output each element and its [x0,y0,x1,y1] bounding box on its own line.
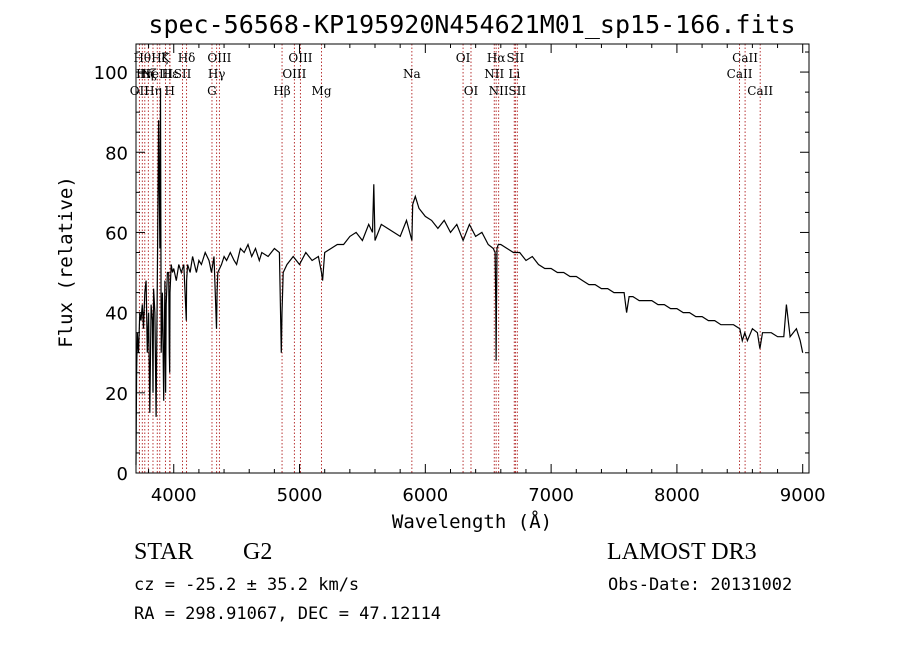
line-marker-label-1: Hθ [133,51,151,65]
redshift-readout: cz = -25.2 ± 35.2 km/s [134,575,360,595]
x-tick-label-0: 4000 [151,485,197,506]
y-tick-label-5: 100 [94,63,128,84]
y-tick-label-1: 20 [105,384,128,405]
object-class: STAR [134,539,194,565]
line-marker-label-9: Hε [162,67,179,81]
line-marker-label-15: Hβ [273,84,290,98]
x-tick-label-2: 6000 [402,485,448,506]
line-marker-label-27: SII [508,84,526,98]
x-tick-label-4: 8000 [654,485,700,506]
line-marker-label-20: OI [456,51,471,65]
line-marker-label-11: Hδ [178,51,196,65]
y-tick-label-3: 60 [105,223,128,244]
line-marker-label-26: SII [507,51,525,65]
x-axis-label: Wavelength (Å) [392,510,552,533]
y-tick-label-2: 40 [105,304,128,325]
line-marker-label-30: CaII [747,84,773,98]
line-marker-label-7: K [161,51,171,65]
line-marker-label-8: H [164,84,174,98]
line-marker-label-6: Hζ [151,51,168,65]
y-tick-label-0: 0 [117,464,128,485]
line-marker-label-28: CaII [727,67,753,81]
line-marker-label-0: OII [130,84,150,98]
line-marker-label-12: G [207,84,217,98]
x-tick-label-1: 5000 [277,485,323,506]
line-marker-label-23: Hα [487,51,506,65]
chart-title: spec-56568-KP195920N454621M01_sp15-166.f… [148,10,795,39]
line-marker-label-4: Hη [144,84,162,98]
line-marker-label-16: OIII [282,67,306,81]
line-marker-label-25: Li [508,67,520,81]
y-axis-label: Flux (relative) [55,176,77,348]
line-marker-label-10: SII [174,67,192,81]
line-marker-label-19: Na [403,67,421,81]
obs-date: Obs-Date: 20131002 [608,575,793,595]
x-tick-label-5: 9000 [780,485,826,506]
line-markers [138,44,761,473]
line-marker-labels: OIIHθHηHζHηNeIIIHζKHHεSIIHδGHγOIIIHβOIII… [130,51,774,98]
line-marker-label-5: NeIII [141,67,173,81]
line-marker-label-3: Hζ [140,67,157,81]
x-tick-label-3: 7000 [528,485,574,506]
line-marker-label-21: OI [464,84,479,98]
line-marker-label-18: Mg [312,84,332,98]
y-tick-label-4: 80 [105,143,128,164]
x-axis-ticks: 4000 5000 6000 7000 8000 9000 [148,44,826,506]
line-marker-label-2: Hη [136,67,154,81]
line-marker-label-14: OIII [207,51,231,65]
survey-name: LAMOST DR3 [607,539,757,565]
plot-frame [135,43,810,474]
coordinates: RA = 298.91067, DEC = 47.12114 [134,604,442,624]
line-marker-label-17: OIII [288,51,312,65]
line-marker-label-22: NII [484,67,504,81]
subclass: G2 [243,539,273,565]
line-marker-label-29: CaII [732,51,758,65]
spectrum-line [135,88,804,466]
line-marker-label-13: Hγ [208,67,226,81]
line-marker-label-24: NII [489,84,509,98]
y-axis-ticks: 0 20 40 60 80 100 [94,51,809,485]
